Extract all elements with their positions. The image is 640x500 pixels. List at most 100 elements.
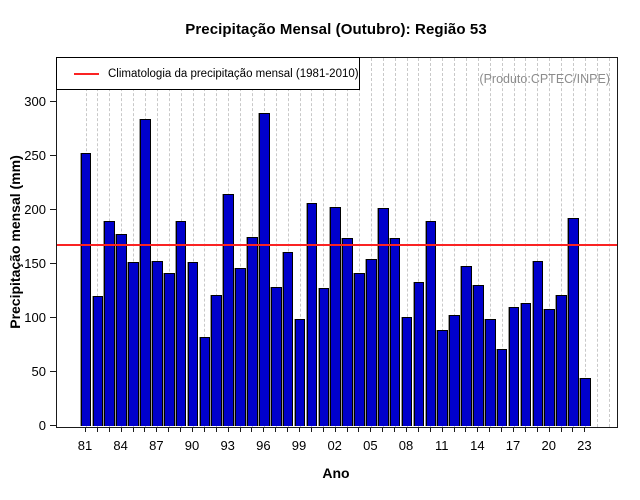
x-tick-label: 14	[470, 438, 485, 453]
legend: Climatologia da precipitação mensal (198…	[56, 57, 360, 90]
x-tick	[310, 426, 312, 432]
x-tick	[489, 426, 491, 432]
gridline	[561, 58, 563, 427]
y-tick-label: 100	[24, 309, 46, 325]
gridline	[370, 58, 372, 427]
y-tick	[50, 317, 56, 319]
bar-2022	[568, 218, 579, 427]
bar-1988	[163, 273, 175, 427]
x-tick	[453, 426, 455, 432]
gridline	[287, 58, 289, 427]
bar-2007	[389, 237, 401, 427]
bar-1982	[92, 295, 104, 427]
gridline	[513, 58, 515, 427]
x-tick-label: 93	[220, 438, 235, 453]
gridline	[537, 58, 539, 427]
bar-1995	[247, 236, 258, 427]
y-tick	[50, 371, 56, 373]
bar-1984	[116, 234, 127, 427]
bar-1990	[187, 262, 199, 427]
chart-title: Precipitação Mensal (Outubro): Região 53	[185, 21, 487, 38]
bar-2009	[413, 281, 425, 427]
x-tick	[417, 426, 419, 432]
gridline	[477, 58, 479, 427]
x-tick	[96, 426, 98, 432]
x-tick	[227, 426, 229, 432]
x-tick	[465, 426, 467, 432]
x-tick	[275, 426, 277, 432]
x-tick	[334, 426, 336, 432]
bar-2004	[354, 273, 365, 427]
x-tick	[441, 426, 443, 432]
gridline	[525, 58, 527, 427]
x-tick	[322, 426, 324, 432]
gridline	[275, 58, 277, 427]
gridline	[323, 58, 325, 427]
gridline	[216, 58, 218, 427]
y-tick-label: 200	[24, 201, 46, 217]
bar-2005	[366, 259, 377, 427]
x-tick	[560, 426, 562, 432]
x-tick	[382, 426, 384, 432]
x-tick	[358, 426, 360, 432]
gridline	[406, 58, 408, 427]
bar-1986	[140, 118, 151, 427]
gridline	[442, 58, 444, 427]
legend-red-line-sample	[74, 72, 99, 75]
bar-2003	[342, 237, 353, 427]
bar-2000	[306, 203, 318, 427]
y-tick-label: 0	[38, 417, 46, 433]
x-tick	[346, 426, 348, 432]
gridline	[549, 58, 551, 427]
x-tick	[299, 426, 301, 432]
bar-1997	[270, 287, 282, 427]
climatology-line	[57, 243, 617, 246]
bar-2017	[508, 306, 520, 427]
x-tick-label: 96	[256, 438, 271, 453]
gridline	[358, 58, 360, 427]
bar-1989	[175, 221, 187, 427]
y-tick	[50, 263, 56, 265]
gridline	[596, 58, 598, 427]
bar-2010	[425, 221, 437, 427]
x-tick	[132, 426, 134, 432]
x-tick	[513, 426, 515, 432]
x-tick-label: 23	[577, 438, 592, 453]
gridline	[299, 58, 301, 427]
plot-area: Climatologia da precipitação mensal (198…	[56, 57, 618, 428]
x-tick	[370, 426, 372, 432]
x-tick	[429, 426, 431, 432]
bar-1998	[282, 251, 294, 427]
x-tick	[108, 426, 110, 432]
x-tick	[192, 426, 193, 432]
x-axis-title: Ano	[322, 465, 350, 481]
x-tick-label: 11	[434, 438, 449, 453]
x-tick	[168, 426, 170, 432]
x-tick	[156, 426, 158, 432]
bar-1981	[80, 153, 92, 427]
x-tick	[180, 426, 182, 432]
bar-1993	[223, 194, 234, 427]
x-tick	[536, 426, 538, 432]
bar-1996	[259, 113, 270, 427]
bar-2008	[401, 317, 413, 427]
x-tick-label: 02	[327, 438, 342, 453]
x-tick-label: 84	[113, 438, 128, 453]
y-tick-label: 250	[24, 147, 46, 163]
bar-2002	[330, 207, 341, 427]
bar-2018	[520, 303, 532, 427]
bar-2020	[544, 308, 555, 427]
gridline	[454, 58, 456, 427]
gridline	[584, 58, 586, 427]
bar-2014	[473, 285, 484, 427]
producer-credit-label: (Produto:CPTEC/INPE)	[479, 72, 610, 86]
x-tick	[394, 426, 396, 432]
gridline	[133, 58, 135, 427]
x-tick-label: 99	[291, 438, 307, 453]
x-tick	[120, 426, 122, 432]
gridline	[156, 58, 158, 427]
bar-2013	[461, 265, 472, 427]
x-tick-label: 05	[363, 438, 378, 453]
y-tick-label: 150	[24, 255, 46, 271]
